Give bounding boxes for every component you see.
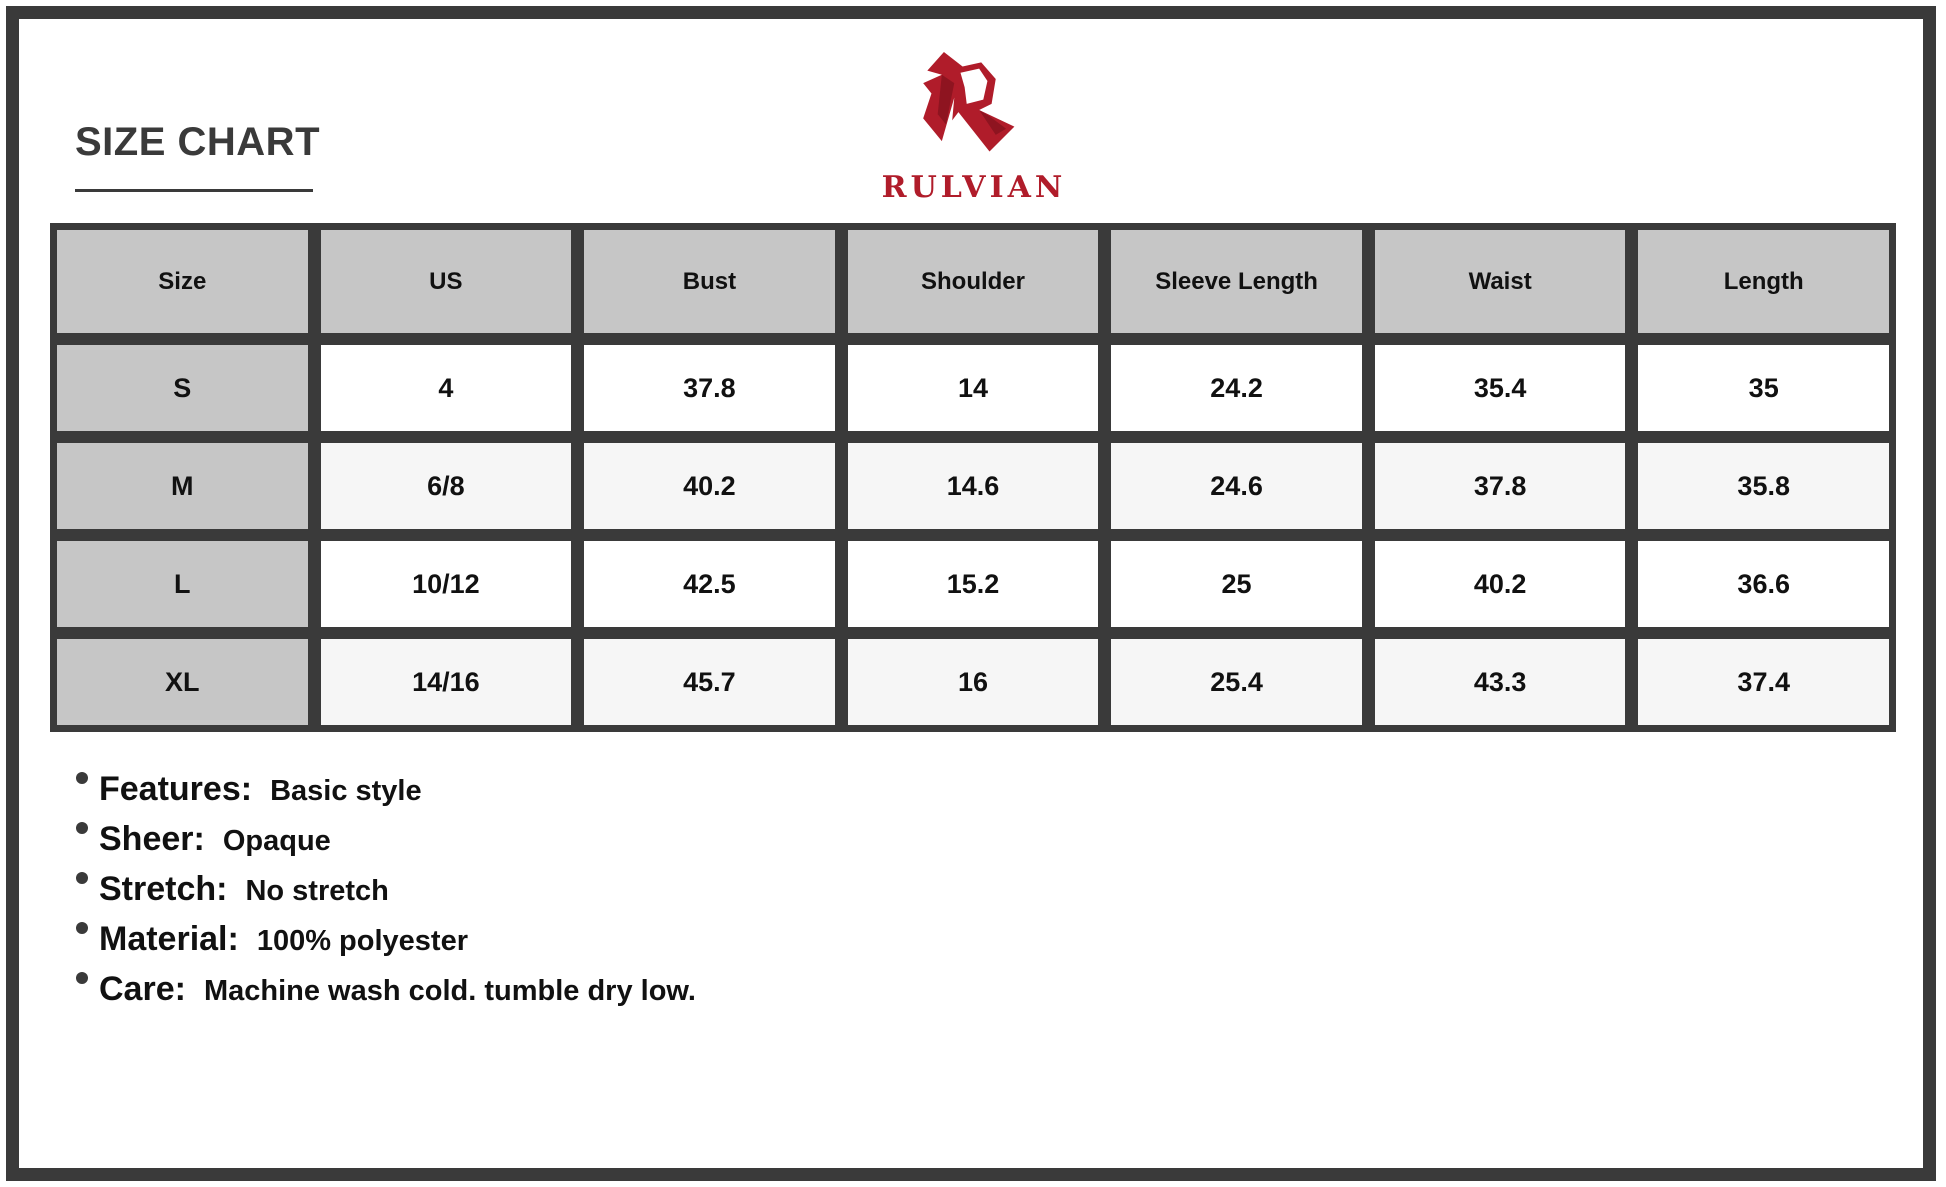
table-cell: 24.6	[1111, 443, 1362, 529]
column-header: Shoulder	[847, 230, 1099, 333]
bullet-icon	[76, 872, 88, 884]
size-label-cell: L	[57, 541, 308, 627]
column-header: Sleeve Length	[1111, 230, 1362, 333]
bullet-icon	[76, 922, 88, 934]
table-cell: 35	[1638, 345, 1889, 431]
table-cell: 37.8	[1374, 443, 1626, 529]
page-title: SIZE CHART	[75, 120, 320, 164]
table-cell: 35.4	[1374, 345, 1626, 431]
feature-label: Sheer:	[99, 820, 205, 858]
table-cell: 40.2	[1374, 541, 1626, 627]
feature-item: Material: 100% polyester	[76, 920, 696, 970]
table-cell: 40.2	[584, 443, 835, 529]
feature-label: Care:	[99, 970, 186, 1008]
table-cell: 42.5	[584, 541, 835, 627]
table-cell: 15.2	[847, 541, 1099, 627]
size-chart-table: Size US Bust Shoulder Sleeve Length Waist Leng…	[50, 223, 1896, 732]
feature-label: Features:	[99, 770, 253, 808]
table-cell: 35.8	[1638, 443, 1889, 529]
table-cell: 37.4	[1638, 639, 1889, 725]
table-cell: 4	[320, 345, 572, 431]
feature-label: Material:	[99, 920, 239, 958]
column-header: Length	[1638, 230, 1889, 333]
feature-value: No stretch	[245, 875, 389, 907]
bullet-icon	[76, 772, 88, 784]
column-header: US	[320, 230, 572, 333]
table-cell: 6/8	[320, 443, 572, 529]
feature-label: Stretch:	[99, 870, 228, 908]
feature-item: Features: Basic style	[76, 770, 696, 820]
table-cell: 24.2	[1111, 345, 1362, 431]
brand-name: RULVIAN	[881, 170, 1067, 205]
column-header: Bust	[584, 230, 835, 333]
table-cell: 43.3	[1374, 639, 1626, 725]
feature-item: Stretch: No stretch	[76, 870, 696, 920]
table-cell: 10/12	[320, 541, 572, 627]
title-underline	[75, 189, 313, 192]
size-label-cell: M	[57, 443, 308, 529]
feature-value: Basic style	[270, 775, 422, 807]
bullet-icon	[76, 972, 88, 984]
feature-value: Opaque	[222, 825, 331, 857]
column-header: Waist	[1374, 230, 1626, 333]
table-cell: 16	[847, 639, 1099, 725]
table-cell: 37.8	[584, 345, 835, 431]
brand-logo: RULVIAN	[870, 52, 1078, 207]
table-cell: 45.7	[584, 639, 835, 725]
feature-value: Machine wash cold. tumble dry low.	[203, 975, 696, 1007]
table-cell: 36.6	[1638, 541, 1889, 627]
feature-item: Care: Machine wash cold. tumble dry low.	[76, 970, 696, 1020]
table-cell: 25	[1111, 541, 1362, 627]
column-header: Size	[57, 230, 308, 333]
feature-item: Sheer: Opaque	[76, 820, 696, 870]
bullet-icon	[76, 822, 88, 834]
table-cell: 14	[847, 345, 1099, 431]
table-cell: 14.6	[847, 443, 1099, 529]
feature-value: 100% polyester	[256, 925, 468, 957]
stylized-r-logo-icon	[923, 52, 1015, 152]
size-label-cell: XL	[57, 639, 308, 725]
size-label-cell: S	[57, 345, 308, 431]
table-cell: 25.4	[1111, 639, 1362, 725]
table-cell: 14/16	[320, 639, 572, 725]
feature-list: Features: Basic style Sheer: Opaque Stretch:…	[76, 770, 696, 1020]
